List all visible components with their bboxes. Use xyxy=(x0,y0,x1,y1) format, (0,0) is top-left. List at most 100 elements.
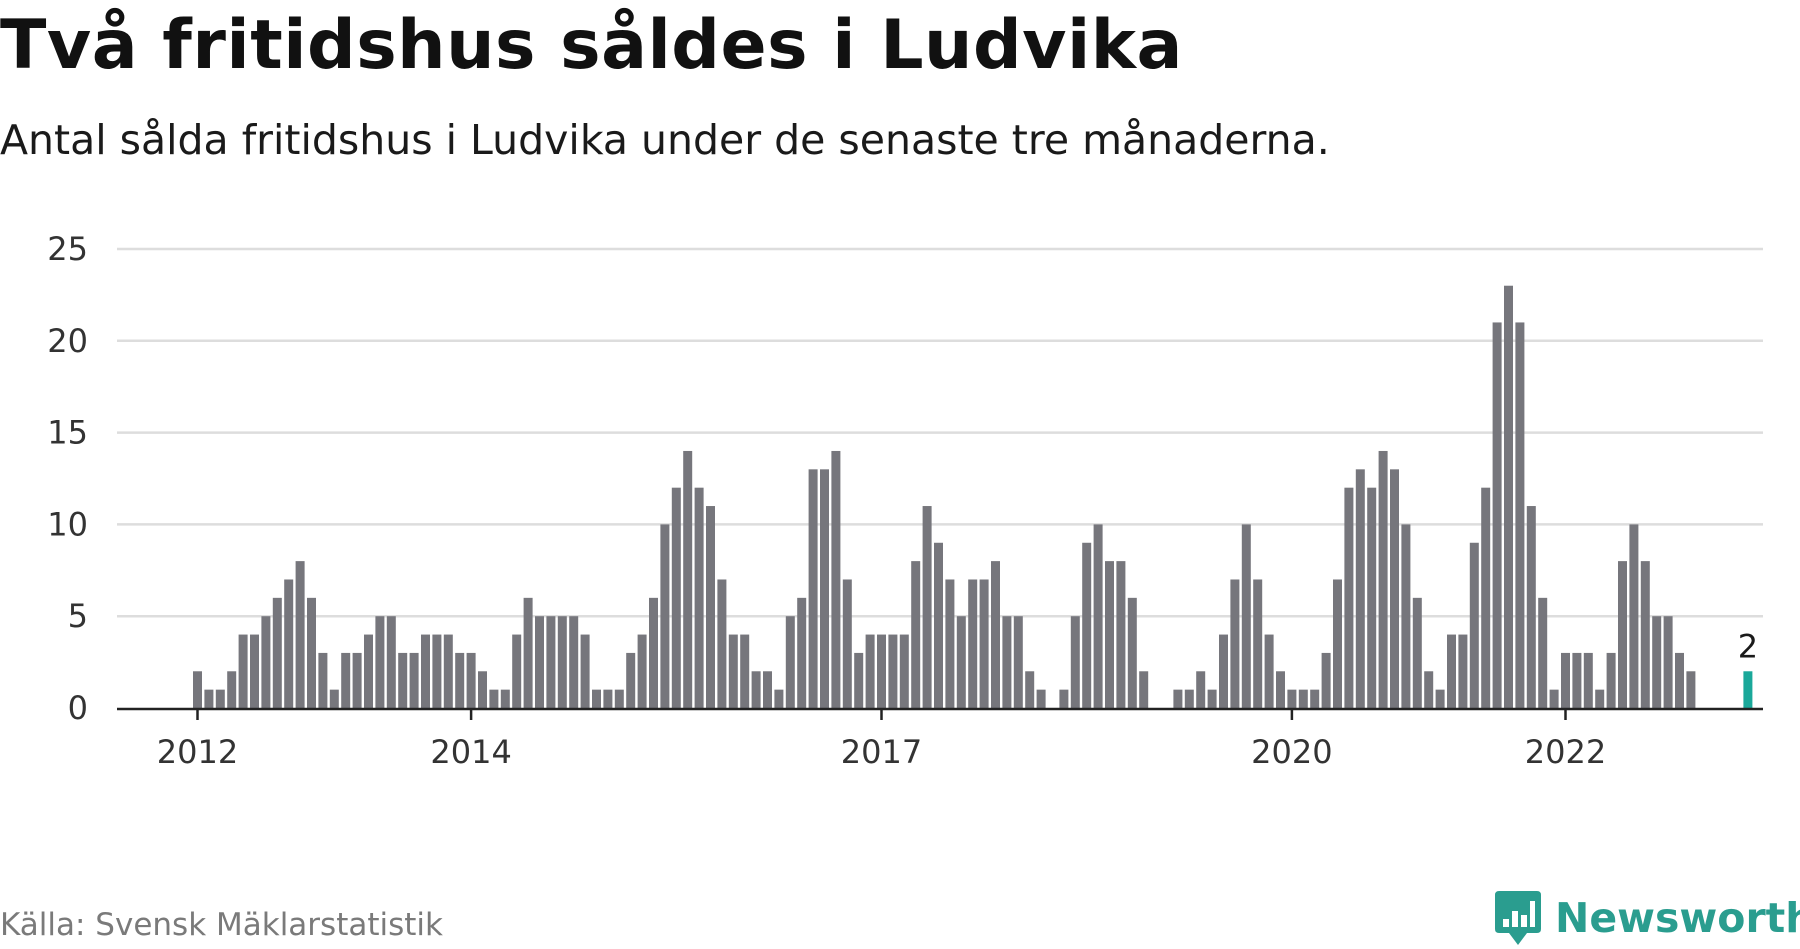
bar xyxy=(272,597,282,708)
data-labels: 2 xyxy=(1738,627,1758,665)
brand-logo: Newsworthy xyxy=(1493,887,1800,949)
bar xyxy=(592,689,601,708)
bar-highlight xyxy=(1743,671,1753,708)
bar xyxy=(1663,616,1673,708)
bar xyxy=(443,634,453,708)
bar xyxy=(1538,597,1548,708)
bar xyxy=(683,450,693,708)
bar xyxy=(1378,450,1388,708)
bar xyxy=(546,616,556,708)
y-tick-label: 0 xyxy=(68,689,88,727)
y-tick-label: 15 xyxy=(47,414,88,452)
bar xyxy=(512,634,522,708)
bar xyxy=(1561,652,1570,708)
bar xyxy=(637,634,647,708)
bar xyxy=(1070,616,1080,708)
bar xyxy=(215,689,225,708)
chart-subtitle: Antal sålda fritidshus i Ludvika under d… xyxy=(0,116,1330,164)
bar xyxy=(1606,652,1616,708)
bar xyxy=(1492,322,1502,708)
bar xyxy=(922,506,932,708)
bar xyxy=(945,579,955,708)
bar xyxy=(614,689,624,708)
bar xyxy=(455,652,465,708)
bar xyxy=(820,469,829,708)
y-axis-ticks: 0 5 10 15 20 25 xyxy=(47,230,88,727)
bar xyxy=(728,634,738,708)
bar xyxy=(341,652,351,708)
x-tick-label: 2017 xyxy=(841,733,922,771)
bar xyxy=(1640,561,1650,708)
bar xyxy=(1447,634,1456,708)
bar xyxy=(1504,285,1513,708)
bar xyxy=(1002,616,1012,708)
bar xyxy=(797,597,807,708)
bar xyxy=(1549,689,1559,708)
bar xyxy=(649,597,658,708)
bar xyxy=(375,616,385,708)
bar xyxy=(1116,561,1126,708)
bar xyxy=(1572,652,1582,708)
bar xyxy=(1424,671,1434,708)
bar xyxy=(1435,689,1445,708)
bar xyxy=(386,616,396,708)
bar xyxy=(1264,634,1274,708)
bar xyxy=(911,561,921,708)
bar xyxy=(1652,616,1662,708)
bar xyxy=(1595,689,1605,708)
bar xyxy=(307,597,316,708)
bar xyxy=(1526,506,1536,708)
bar xyxy=(1184,689,1194,708)
bar xyxy=(569,616,579,708)
bar xyxy=(934,542,943,708)
bar xyxy=(398,652,408,708)
bar xyxy=(671,487,681,708)
bar xyxy=(409,652,419,708)
bar xyxy=(478,671,487,708)
bar xyxy=(1025,671,1035,708)
highlight-value-label: 2 xyxy=(1738,627,1758,665)
bar xyxy=(979,579,989,708)
chat-bubble-chart-icon xyxy=(1495,891,1541,945)
bar xyxy=(238,634,248,708)
bar xyxy=(1298,689,1308,708)
bar xyxy=(1276,671,1285,708)
bar xyxy=(329,689,339,708)
bar xyxy=(1481,487,1491,708)
bar xyxy=(1207,689,1217,708)
y-tick-label: 25 xyxy=(47,230,88,268)
bar xyxy=(899,634,909,708)
bar xyxy=(808,469,818,708)
bar xyxy=(489,689,499,708)
bar xyxy=(1321,652,1331,708)
bar xyxy=(1287,689,1297,708)
bar xyxy=(1618,561,1627,708)
bar xyxy=(1629,524,1639,708)
bar xyxy=(1127,597,1137,708)
bar xyxy=(1093,524,1103,708)
bar xyxy=(1230,579,1240,708)
x-tick-label: 2022 xyxy=(1525,733,1606,771)
bar xyxy=(603,689,613,708)
bar xyxy=(1105,561,1114,708)
bar xyxy=(888,634,898,708)
bar xyxy=(865,634,875,708)
bar xyxy=(1139,671,1149,708)
bar xyxy=(261,616,271,708)
bar xyxy=(1412,597,1422,708)
bar xyxy=(626,652,636,708)
bar xyxy=(1059,689,1069,708)
bar xyxy=(706,506,715,708)
bar xyxy=(1173,689,1183,708)
y-tick-label: 20 xyxy=(47,322,88,360)
bar xyxy=(854,652,864,708)
bar xyxy=(1583,652,1593,708)
y-tick-label: 5 xyxy=(68,597,88,635)
x-axis: 2012 2014 2017 2020 2022 xyxy=(117,707,1763,771)
bar xyxy=(1344,487,1354,708)
bar xyxy=(1469,542,1479,708)
bar xyxy=(956,616,966,708)
bar xyxy=(717,579,727,708)
chart-title: Två fritidshus såldes i Ludvika xyxy=(0,6,1183,85)
bar xyxy=(580,634,590,708)
